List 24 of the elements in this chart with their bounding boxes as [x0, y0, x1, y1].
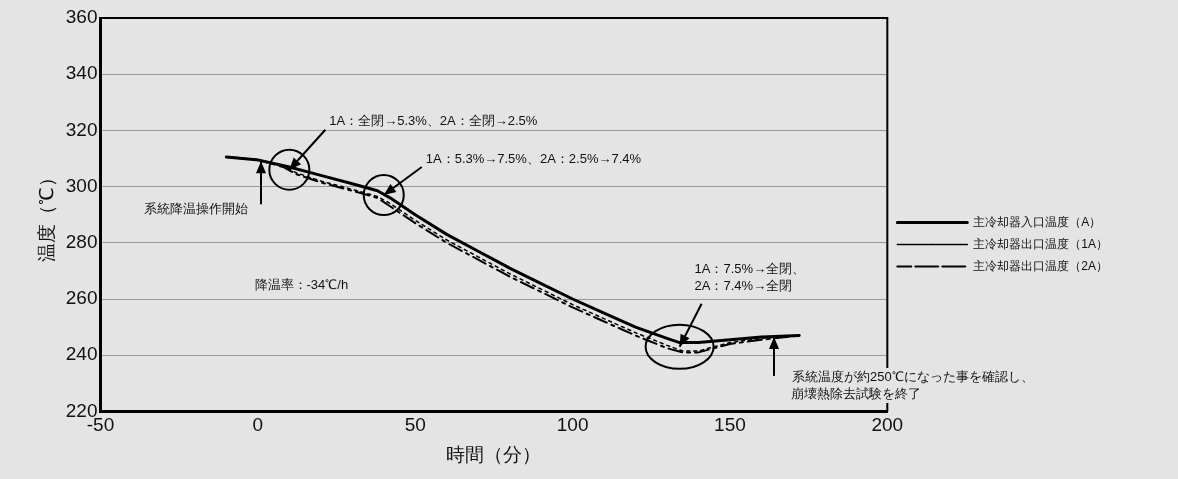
x-tick-label: 100 — [556, 414, 589, 436]
x-tick-label: 200 — [871, 414, 904, 436]
annotation: 崩壊熱除去試験を終了 — [785, 385, 928, 403]
annotation: 降温率：-34℃/h — [248, 276, 355, 294]
x-axis-title: 時間（分） — [446, 443, 542, 465]
text: 主冷却器入口温度（A） — [973, 214, 1102, 229]
annotation: 系統降温操作開始 — [144, 200, 248, 218]
x-tick-label: 0 — [252, 414, 264, 436]
x-tick-label: 150 — [714, 414, 746, 436]
annotation: 系統温度が約250℃になった事を確認し、 — [786, 367, 1040, 386]
y-tick-label: 260 — [65, 287, 98, 309]
annotation: 1A：5.3%→7.5%、2A：2.5%→7.4% — [425, 150, 642, 168]
annotation: 1A：全閉→5.3%、2A：全閉→2.5% — [329, 111, 538, 130]
y-tick-label: 280 — [65, 231, 98, 253]
y-tick-label: 340 — [65, 62, 98, 84]
y-tick-label: 240 — [65, 343, 98, 365]
text: 主冷却器出口温度（2A） — [973, 258, 1109, 273]
x-tick-label: 50 — [404, 414, 426, 436]
y-tick-label: 320 — [65, 118, 98, 140]
y-tick-label: 360 — [65, 6, 98, 28]
y-tick-label: 300 — [65, 174, 98, 196]
annotation: 1A：7.5%→全閉、 2A：7.4%→全閉 — [694, 259, 806, 295]
text: 主冷却器出口温度（1A） — [973, 236, 1109, 251]
y-axis-title: 温度（℃） — [35, 167, 57, 262]
